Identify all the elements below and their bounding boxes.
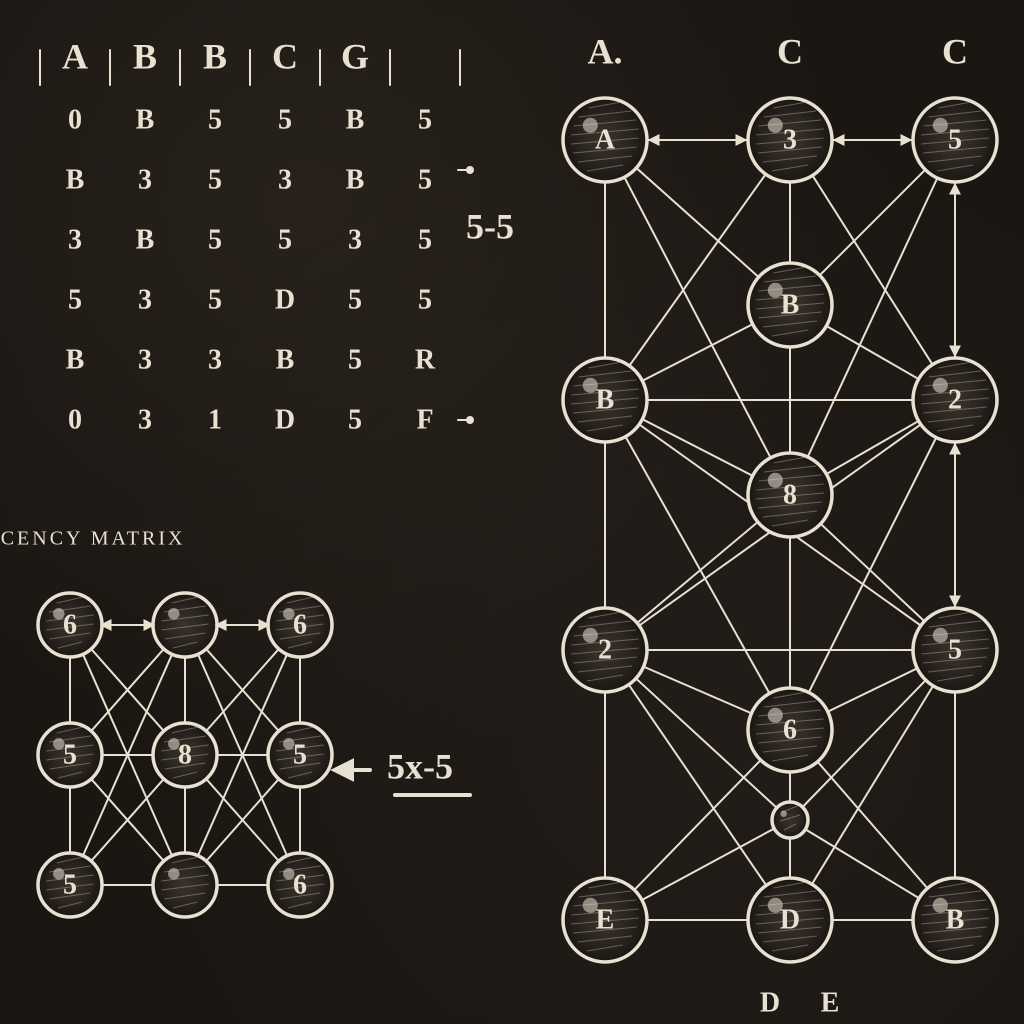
matrix-cell: 5 bbox=[418, 224, 432, 255]
graph-edge bbox=[605, 140, 790, 400]
matrix-cell: 5 bbox=[208, 284, 222, 315]
graph-node: 5 bbox=[268, 723, 332, 787]
graph-node-label: 6 bbox=[783, 714, 797, 745]
matrix-cell: 5 bbox=[348, 404, 362, 435]
graph-node-label: 8 bbox=[783, 479, 797, 510]
matrix-cell: 1 bbox=[208, 404, 222, 435]
matrix-cell: 5 bbox=[418, 164, 432, 195]
matrix-cell: 5 bbox=[208, 164, 222, 195]
graph-node: B bbox=[913, 878, 997, 962]
graph-node: 8 bbox=[748, 453, 832, 537]
matrix-cell: 5 bbox=[278, 104, 292, 135]
graph-node-label: 2 bbox=[948, 384, 962, 415]
matrix-cell: 3 bbox=[138, 284, 152, 315]
adjacency-matrix: ABBCG0B55B5B353B53B5535535D55B33B5R031D5… bbox=[0, 36, 514, 549]
matrix-cell: 3 bbox=[208, 344, 222, 375]
matrix-cell: 3 bbox=[348, 224, 362, 255]
matrix-cell: B bbox=[66, 164, 85, 195]
matrix-cell: 0 bbox=[68, 104, 82, 135]
graph-node: 6 bbox=[748, 688, 832, 772]
small-graph: 6 6 5 8 5 5 6 5x-5 bbox=[38, 593, 470, 917]
graph-node: A bbox=[563, 98, 647, 182]
graph-node: 8 bbox=[153, 723, 217, 787]
graph-node bbox=[772, 802, 808, 838]
matrix-cell: 3 bbox=[278, 164, 292, 195]
matrix-cell: 3 bbox=[68, 224, 82, 255]
matrix-cell: B bbox=[346, 104, 365, 135]
big-graph-bottom-label: E bbox=[821, 987, 840, 1018]
graph-node-label: E bbox=[596, 904, 615, 935]
graph-node: 5 bbox=[38, 723, 102, 787]
matrix-col-header: G bbox=[341, 36, 369, 76]
chalkboard-canvas: ABBCG0B55B5B353B53B5535535D55B33B5R031D5… bbox=[0, 0, 1024, 1024]
graph-node-label: 5 bbox=[293, 739, 307, 770]
matrix-cell: 5 bbox=[348, 284, 362, 315]
matrix-cell: B bbox=[136, 104, 155, 135]
matrix-col-header: C bbox=[272, 36, 298, 76]
matrix-col-header: A bbox=[62, 36, 88, 76]
graph-node: 2 bbox=[563, 608, 647, 692]
matrix-cell: B bbox=[66, 344, 85, 375]
graph-node: 5 bbox=[38, 853, 102, 917]
matrix-cell: 3 bbox=[138, 344, 152, 375]
matrix-cell: B bbox=[276, 344, 295, 375]
big-graph-bottom-label: D bbox=[760, 987, 780, 1018]
matrix-side-label: 5-5 bbox=[466, 206, 514, 246]
graph-node-label: B bbox=[781, 289, 800, 320]
graph-node-label: 2 bbox=[598, 634, 612, 665]
graph-node-label: 5 bbox=[948, 634, 962, 665]
graph-node: 6 bbox=[268, 593, 332, 657]
matrix-caption: ADDRACENCY MATRIX bbox=[0, 528, 185, 550]
matrix-cell: 0 bbox=[68, 404, 82, 435]
graph-node-label: 5 bbox=[948, 124, 962, 155]
matrix-cell: 3 bbox=[138, 404, 152, 435]
graph-node-label: D bbox=[780, 904, 800, 935]
big-graph-header: C bbox=[942, 31, 968, 71]
graph-node-label: 5 bbox=[63, 869, 77, 900]
graph-node-label: 8 bbox=[178, 739, 192, 770]
graph-node: 6 bbox=[38, 593, 102, 657]
graph-node: 5 bbox=[913, 608, 997, 692]
matrix-cell: R bbox=[415, 344, 436, 375]
graph-node-label: 5 bbox=[63, 739, 77, 770]
graph-node: B bbox=[748, 263, 832, 347]
big-graph-header: C bbox=[777, 31, 803, 71]
big-graph: A. C C A 3 5 B B 2 8 2 5 6 E D B D E bbox=[563, 31, 997, 1018]
graph-node: 3 bbox=[748, 98, 832, 182]
matrix-cell: B bbox=[346, 164, 365, 195]
graph-node-label: A bbox=[595, 124, 616, 155]
matrix-cell: 5 bbox=[418, 104, 432, 135]
matrix-col-header: B bbox=[203, 36, 227, 76]
graph-node-label: B bbox=[596, 384, 615, 415]
small-graph-label: 5x-5 bbox=[387, 746, 453, 786]
matrix-cell: D bbox=[275, 284, 295, 315]
matrix-cell: F bbox=[416, 404, 433, 435]
graph-node: E bbox=[563, 878, 647, 962]
matrix-cell: D bbox=[275, 404, 295, 435]
graph-node-label: 3 bbox=[783, 124, 797, 155]
big-graph-header: A. bbox=[588, 31, 623, 71]
graph-node: 5 bbox=[913, 98, 997, 182]
matrix-cell: 5 bbox=[68, 284, 82, 315]
matrix-cell: 5 bbox=[208, 104, 222, 135]
graph-node bbox=[153, 593, 217, 657]
graph-node-label: B bbox=[946, 904, 965, 935]
graph-node bbox=[153, 853, 217, 917]
graph-node-label: 6 bbox=[293, 609, 307, 640]
matrix-col-header: B bbox=[133, 36, 157, 76]
graph-node: 6 bbox=[268, 853, 332, 917]
matrix-cell: 5 bbox=[348, 344, 362, 375]
graph-node-label: 6 bbox=[63, 609, 77, 640]
graph-node: B bbox=[563, 358, 647, 442]
matrix-cell: B bbox=[136, 224, 155, 255]
matrix-cell: 5 bbox=[418, 284, 432, 315]
graph-node-label: 6 bbox=[293, 869, 307, 900]
graph-node: D bbox=[748, 878, 832, 962]
matrix-cell: 3 bbox=[138, 164, 152, 195]
graph-node: 2 bbox=[913, 358, 997, 442]
matrix-cell: 5 bbox=[278, 224, 292, 255]
matrix-cell: 5 bbox=[208, 224, 222, 255]
